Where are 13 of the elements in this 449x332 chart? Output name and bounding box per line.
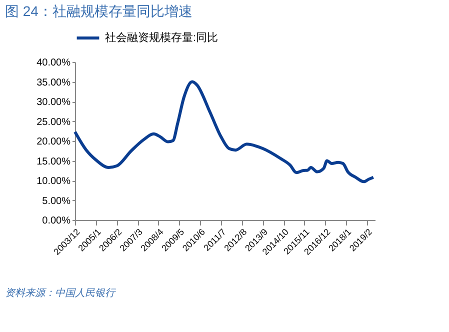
y-tick-label: 20.00% <box>36 136 71 148</box>
y-tick-label: 15.00% <box>36 156 71 168</box>
y-tick-label: 35.00% <box>36 77 71 88</box>
y-tick-label: 30.00% <box>36 97 71 108</box>
y-tick-label: 10.00% <box>36 176 71 187</box>
legend-label: 社会融资规模存量:同比 <box>105 31 218 44</box>
chart-title: 图 24：社融规模存量同比增速 <box>5 3 192 19</box>
text: 资料来源：中国人民银行 <box>5 287 116 299</box>
line-series <box>74 80 375 184</box>
y-tick-label: 5.00% <box>42 196 71 207</box>
y-tick-label: 0.00% <box>42 216 71 226</box>
y-tick-label: 25.00% <box>36 116 71 128</box>
y-tick-label: 40.00% <box>36 58 71 68</box>
